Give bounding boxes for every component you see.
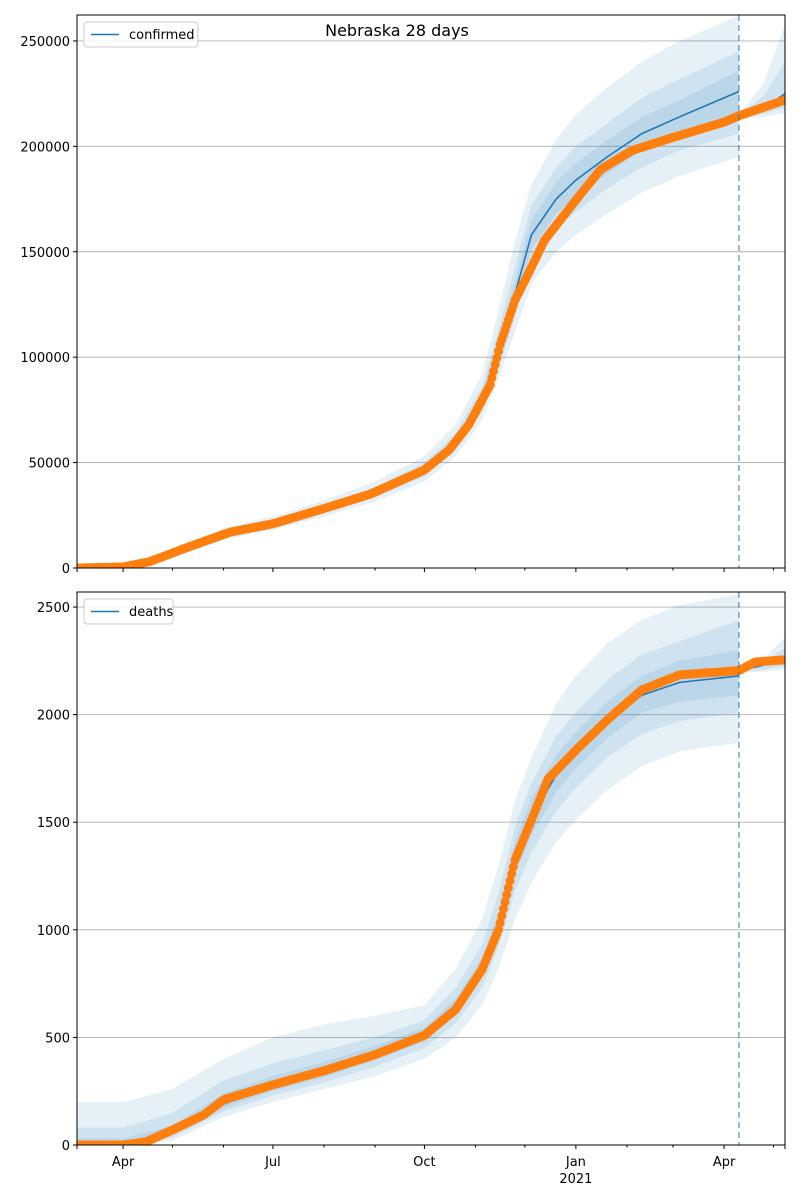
- ytick-label: 1000: [37, 924, 70, 939]
- observed-point: [502, 890, 512, 900]
- axes-frame: [76, 591, 786, 1146]
- observed-point: [498, 904, 508, 914]
- legend-box: [83, 21, 199, 48]
- legend-label: deaths: [129, 605, 174, 620]
- observed-point: [508, 862, 518, 872]
- observed-point: [495, 918, 505, 928]
- observed-point: [503, 883, 513, 893]
- ytick-label: 500: [45, 1031, 70, 1046]
- ytick-label: 250000: [20, 35, 70, 50]
- panel-deaths: 0 500 1000 1500 2000 2500 Apr Jul Oct Jan Apr 2021 d…: [37, 591, 786, 1187]
- observed-point: [505, 876, 515, 886]
- observed-point: [780, 95, 785, 105]
- axes-frame: [76, 14, 786, 569]
- xtick-label: Jul: [264, 1155, 281, 1170]
- ytick-label: 2000: [37, 709, 70, 724]
- ytick-label: 2500: [37, 601, 70, 616]
- xtick-label: Oct: [413, 1155, 435, 1170]
- ytick-label: 0: [62, 562, 70, 577]
- observed-point: [500, 897, 510, 907]
- forecast-band: [738, 24, 785, 119]
- uncertainty-band: [77, 15, 739, 568]
- ytick-label: 50000: [29, 457, 70, 472]
- observed-point: [780, 655, 785, 665]
- legend: confirmed: [83, 21, 199, 48]
- legend-label: confirmed: [129, 28, 195, 43]
- legend: deaths: [83, 598, 174, 625]
- ytick-label: 150000: [20, 246, 70, 261]
- ytick-label: 200000: [20, 140, 70, 155]
- ytick-label: 0: [62, 1139, 70, 1154]
- xtick-label: Jan: [565, 1155, 586, 1170]
- uncertainty-band: [77, 51, 739, 568]
- xtick-label: Apr: [713, 1155, 736, 1170]
- observed-point: [494, 925, 504, 935]
- plot-area: [77, 594, 785, 1145]
- uncertainty-band: [77, 594, 739, 1145]
- panel-confirmed: 0 50000 100000 150000 200000 250000 confirmed: [20, 14, 786, 577]
- observed-point: [507, 869, 517, 879]
- xtick-label: Apr: [112, 1155, 135, 1170]
- uncertainty-band: [77, 70, 739, 568]
- legend-box: [83, 598, 174, 625]
- ytick-label: 1500: [37, 816, 70, 831]
- forecast-band: [738, 647, 785, 672]
- xtick-year-label: 2021: [559, 1172, 592, 1187]
- plot-area: [77, 15, 785, 568]
- observed-point: [497, 911, 507, 921]
- chart-title: Nebraska 28 days: [325, 21, 469, 40]
- ytick-label: 100000: [20, 351, 70, 366]
